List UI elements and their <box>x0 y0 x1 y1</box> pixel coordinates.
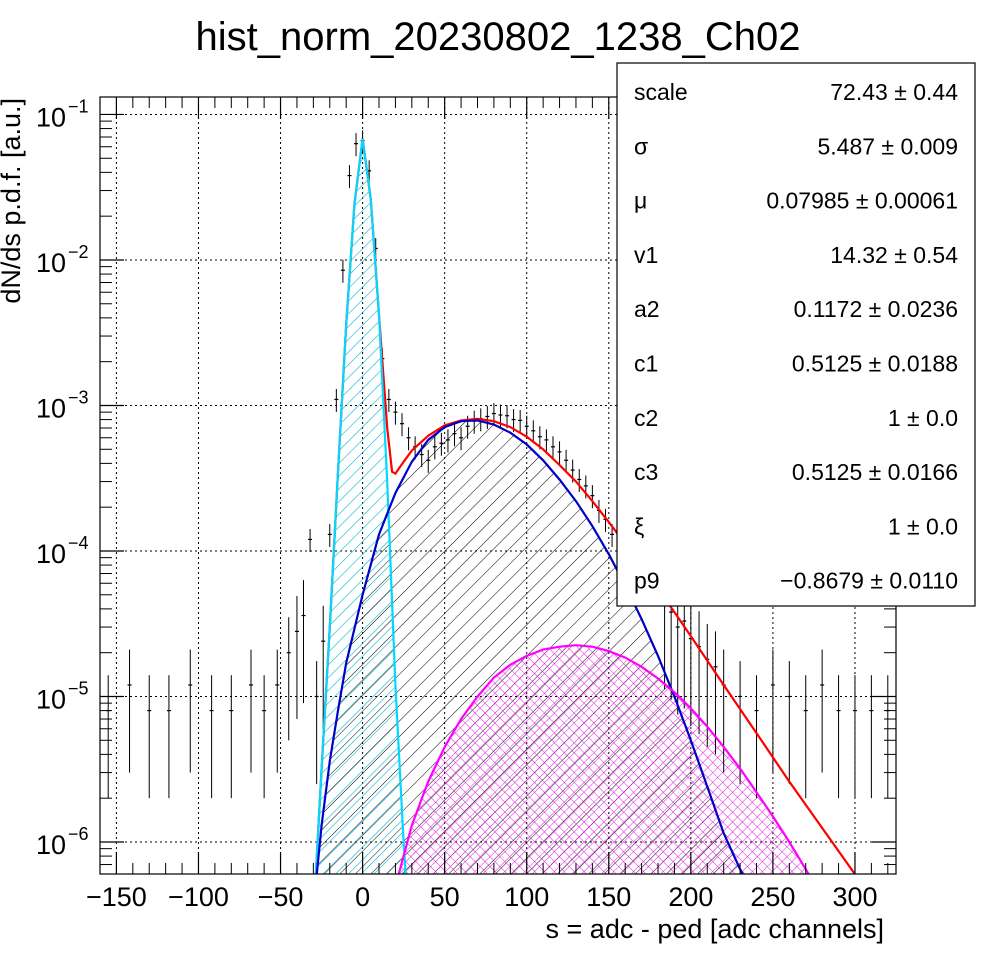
stat-name: scale <box>634 79 688 105</box>
y-tick-exponent: −2 <box>68 242 89 262</box>
y-tick-labels: 10−110−210−310−410−510−6 <box>36 96 89 860</box>
y-tick-label: 10 <box>36 393 66 423</box>
stat-value: 5.487 ± 0.009 <box>817 133 958 159</box>
x-tick-label: 100 <box>504 882 549 912</box>
stat-value: 0.5125 ± 0.0188 <box>792 351 958 377</box>
series-line <box>397 644 810 874</box>
stat-name: μ <box>634 188 647 214</box>
fill-areas <box>315 138 809 874</box>
x-tick-label: 250 <box>750 882 795 912</box>
x-axis-label: s = adc - ped [adc channels] <box>546 914 884 944</box>
stat-value: 1 ± 0.0 <box>888 513 958 539</box>
stat-name: c1 <box>634 351 658 377</box>
x-tick-label: −50 <box>258 882 304 912</box>
series-line <box>315 419 744 874</box>
chart-title: hist_norm_20230802_1238_Ch02 <box>196 15 801 59</box>
x-tick-label: 200 <box>668 882 713 912</box>
y-tick-label: 10 <box>36 830 66 860</box>
x-tick-label: 50 <box>430 882 460 912</box>
y-tick-exponent: −5 <box>68 678 89 698</box>
stat-value: 1 ± 0.0 <box>888 405 958 431</box>
x-tick-label: 150 <box>586 882 631 912</box>
stat-name: c2 <box>634 405 658 431</box>
x-tick-label: 300 <box>832 882 877 912</box>
y-tick-label: 10 <box>36 684 66 714</box>
stat-value: 72.43 ± 0.44 <box>830 79 958 105</box>
y-tick-exponent: −3 <box>68 387 89 407</box>
stat-value: 0.5125 ± 0.0166 <box>792 459 958 485</box>
stat-value: 0.1172 ± 0.0236 <box>794 296 958 322</box>
y-axis-label: dN/ds p.d.f. [a.u.] <box>0 98 26 304</box>
y-tick-label: 10 <box>36 248 66 278</box>
stat-value: 14.32 ± 0.54 <box>830 242 958 268</box>
stats-box: scale 72.43 ± 0.44 σ 5.487 ± 0.009 μ 0.07985 … <box>616 62 976 607</box>
series-fill <box>398 645 809 874</box>
x-tick-label: −100 <box>168 882 229 912</box>
stats-entries: scale 72.43 ± 0.44 σ 5.487 ± 0.009 μ 0.07985 … <box>634 79 958 594</box>
x-tick-label: −150 <box>86 882 147 912</box>
stat-name: a2 <box>634 296 660 322</box>
series-line <box>314 138 407 874</box>
x-tick-labels: −150 −100 −50 0 50 100 150 200 250 300 <box>86 882 878 912</box>
stat-name: c3 <box>634 459 658 485</box>
y-tick-exponent: −1 <box>68 96 89 116</box>
stat-value: −0.8679 ± 0.0110 <box>780 568 958 594</box>
stat-name: v1 <box>634 242 658 268</box>
y-tick-label: 10 <box>36 102 66 132</box>
x-tick-label: 0 <box>355 882 370 912</box>
fit-curves <box>314 138 857 874</box>
stat-name: σ <box>634 133 648 159</box>
stat-value: 0.07985 ± 0.00061 <box>766 188 958 214</box>
y-tick-label: 10 <box>36 539 66 569</box>
y-tick-exponent: −4 <box>68 533 89 553</box>
stat-name: ξ <box>634 513 644 539</box>
stat-name: p9 <box>634 568 660 594</box>
y-tick-exponent: −6 <box>68 824 89 844</box>
